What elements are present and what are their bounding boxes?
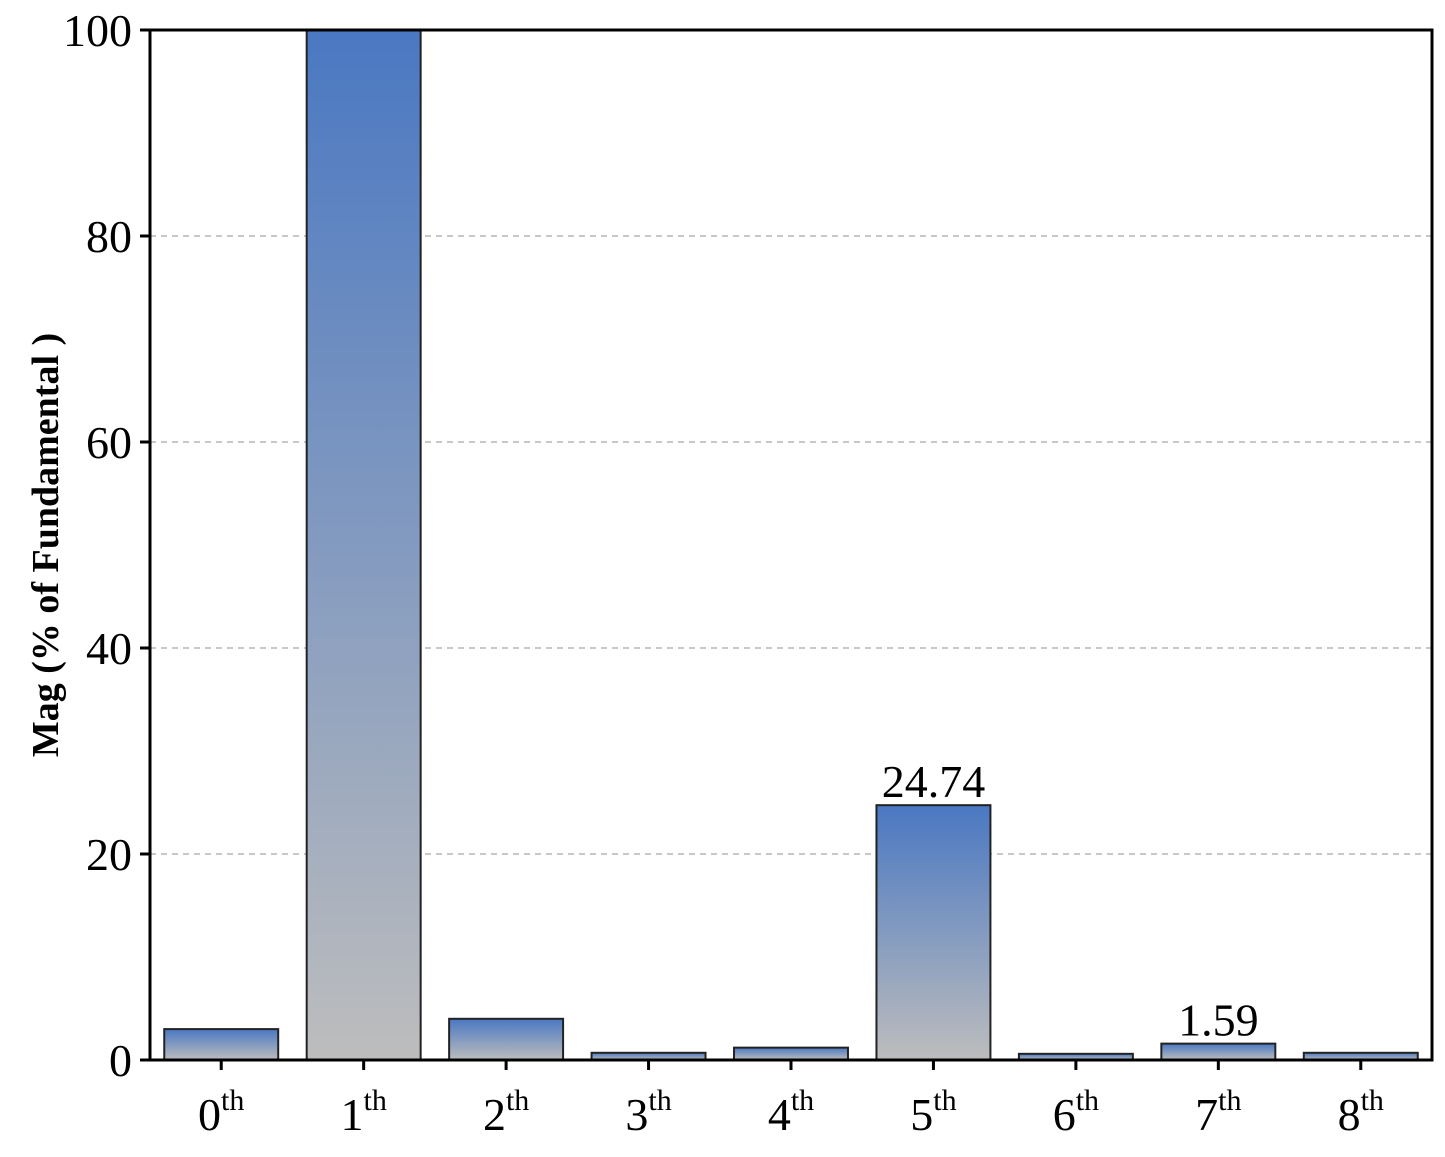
x-tick-label-6: 6th [1053,1084,1099,1140]
bar-4 [733,1046,849,1062]
data-labels: 24.74 1.59 [882,756,1259,1045]
x-tick-label-8: 8th [1338,1084,1384,1140]
bar-1 [305,29,422,1061]
y-tick-label: 80 [86,211,132,262]
y-axis-ticks: 0 20 40 60 80 100 [63,5,150,1086]
x-tick-label-1: 1th [340,1084,386,1140]
x-tick-label-0: 0th [198,1084,244,1140]
y-tick-label: 40 [86,623,132,674]
data-label-5: 24.74 [882,756,986,807]
y-tick-label: 60 [86,417,132,468]
bar-7 [1160,1042,1277,1062]
data-label-7: 1.59 [1178,995,1259,1046]
x-tick-label-2: 2th [483,1084,529,1140]
bar-2 [448,1017,565,1061]
y-tick-label: 20 [86,829,132,880]
x-tick-label-5: 5th [910,1084,956,1140]
y-tick-label: 100 [63,5,132,56]
x-tick-label-3: 3th [625,1084,671,1140]
y-axis-title: Mag (% of Fundamental ) [25,333,67,757]
bar-0 [163,1028,280,1061]
bar-5 [875,804,992,1061]
y-tick-label: 0 [109,1035,132,1086]
x-axis-ticks: 0th 1th 2th 3th 4th 5th 6th 7th 8th [198,1060,1384,1140]
x-tick-label-4: 4th [768,1084,814,1140]
x-tick-label-7: 7th [1195,1084,1241,1140]
bars [163,29,1419,1062]
